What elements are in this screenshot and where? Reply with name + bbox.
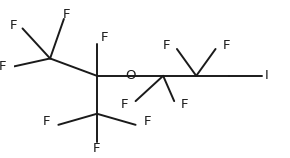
Text: F: F	[43, 115, 50, 128]
Text: I: I	[265, 69, 268, 82]
Text: O: O	[125, 69, 135, 82]
Text: F: F	[222, 39, 230, 52]
Text: F: F	[121, 98, 129, 111]
Text: F: F	[63, 8, 70, 21]
Text: F: F	[163, 39, 170, 52]
Text: F: F	[101, 31, 109, 44]
Text: F: F	[181, 98, 188, 111]
Text: F: F	[144, 115, 151, 128]
Text: F: F	[93, 142, 101, 155]
Text: F: F	[0, 60, 6, 73]
Text: F: F	[10, 19, 17, 32]
